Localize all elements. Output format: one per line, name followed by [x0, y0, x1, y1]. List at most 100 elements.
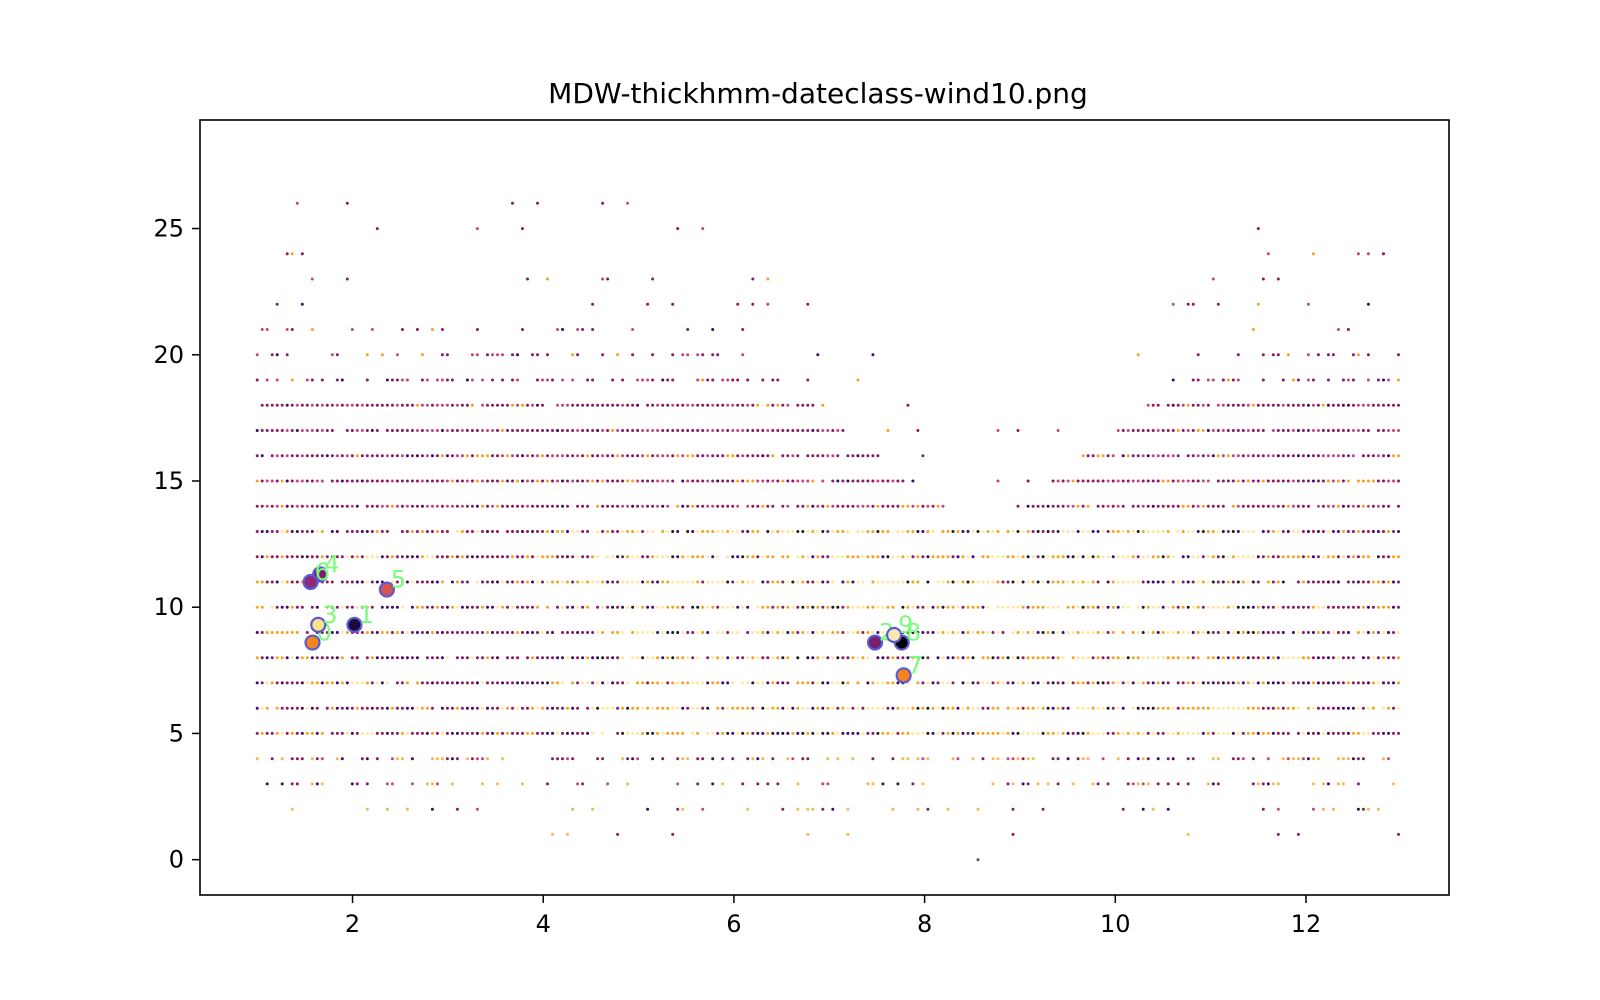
centroid-marker: [895, 667, 912, 684]
data-point: [1126, 757, 1130, 761]
data-point: [666, 731, 670, 735]
data-point: [1231, 681, 1235, 685]
data-point: [531, 403, 534, 407]
data-point: [1136, 479, 1140, 483]
data-point: [681, 403, 685, 407]
data-point: [826, 429, 830, 432]
data-point: [445, 479, 449, 483]
data-point: [821, 656, 825, 660]
data-point: [561, 757, 564, 761]
data-point: [1366, 429, 1370, 432]
data-point: [1256, 302, 1260, 306]
data-point: [1141, 530, 1145, 533]
data-point: [511, 681, 514, 685]
data-point: [726, 580, 730, 584]
data-point: [961, 681, 965, 685]
data-point: [666, 403, 670, 407]
data-point: [1181, 555, 1185, 559]
data-point: [1261, 782, 1265, 786]
data-point: [691, 530, 695, 533]
data-point: [911, 731, 915, 735]
data-point: [450, 479, 454, 483]
data-point: [1251, 555, 1255, 559]
data-point: [816, 605, 820, 609]
data-point: [275, 479, 279, 483]
data-point: [986, 555, 990, 559]
data-point: [300, 454, 304, 458]
data-point: [330, 706, 334, 710]
data-point: [1191, 731, 1195, 735]
data-point: [531, 706, 534, 710]
data-point: [961, 656, 965, 660]
data-point: [1346, 429, 1350, 432]
data-point: [440, 580, 444, 584]
data-point: [1271, 403, 1275, 407]
data-point: [791, 429, 795, 432]
data-point: [1351, 530, 1355, 533]
data-point: [921, 631, 925, 634]
data-point: [581, 631, 585, 634]
data-point: [390, 403, 394, 407]
data-point: [1056, 656, 1060, 660]
data-point: [1331, 504, 1335, 508]
data-point: [1086, 631, 1090, 634]
data-point: [1121, 479, 1125, 483]
data-point: [1397, 479, 1400, 483]
data-point: [385, 631, 389, 634]
data-point: [1131, 631, 1135, 634]
data-point: [561, 479, 564, 483]
data-point: [501, 454, 504, 458]
data-point: [270, 631, 274, 634]
data-point: [1366, 656, 1370, 660]
data-point: [501, 580, 504, 584]
data-point: [511, 429, 514, 432]
data-point: [886, 681, 890, 685]
data-point: [410, 530, 414, 533]
data-point: [561, 631, 564, 634]
data-point: [1251, 757, 1255, 761]
data-point: [841, 479, 845, 483]
y-tick-label: 5: [169, 719, 184, 747]
data-point: [571, 580, 575, 584]
data-point: [491, 403, 494, 407]
data-point: [966, 555, 970, 559]
data-point: [270, 656, 274, 660]
data-point: [531, 656, 534, 660]
data-point: [511, 201, 514, 205]
data-point: [335, 378, 339, 382]
data-point: [1206, 782, 1210, 786]
data-point: [516, 429, 519, 432]
data-point: [1291, 429, 1295, 432]
data-point: [611, 631, 615, 634]
data-point: [1376, 378, 1380, 382]
data-point: [1086, 706, 1090, 710]
data-point: [1296, 631, 1300, 634]
data-point: [481, 403, 484, 407]
data-point: [696, 479, 700, 483]
data-point: [1251, 530, 1255, 533]
data-point: [501, 479, 504, 483]
data-point: [395, 605, 399, 609]
data-point: [380, 454, 384, 458]
data-point: [1021, 555, 1025, 559]
data-point: [871, 731, 875, 735]
data-point: [776, 605, 780, 609]
data-point: [1281, 580, 1285, 584]
data-point: [886, 555, 890, 559]
data-point: [486, 403, 489, 407]
data-point: [380, 530, 384, 533]
data-point: [1321, 504, 1325, 508]
data-point: [1316, 429, 1320, 432]
data-point: [1211, 731, 1215, 735]
data-point: [811, 454, 815, 458]
data-point: [400, 706, 404, 710]
data-point: [836, 631, 840, 634]
data-point: [1311, 429, 1315, 432]
data-point: [726, 731, 730, 735]
data-point: [1176, 454, 1180, 458]
data-point: [280, 429, 284, 432]
data-point: [1296, 706, 1300, 710]
data-point: [606, 530, 610, 533]
data-point: [460, 605, 464, 609]
